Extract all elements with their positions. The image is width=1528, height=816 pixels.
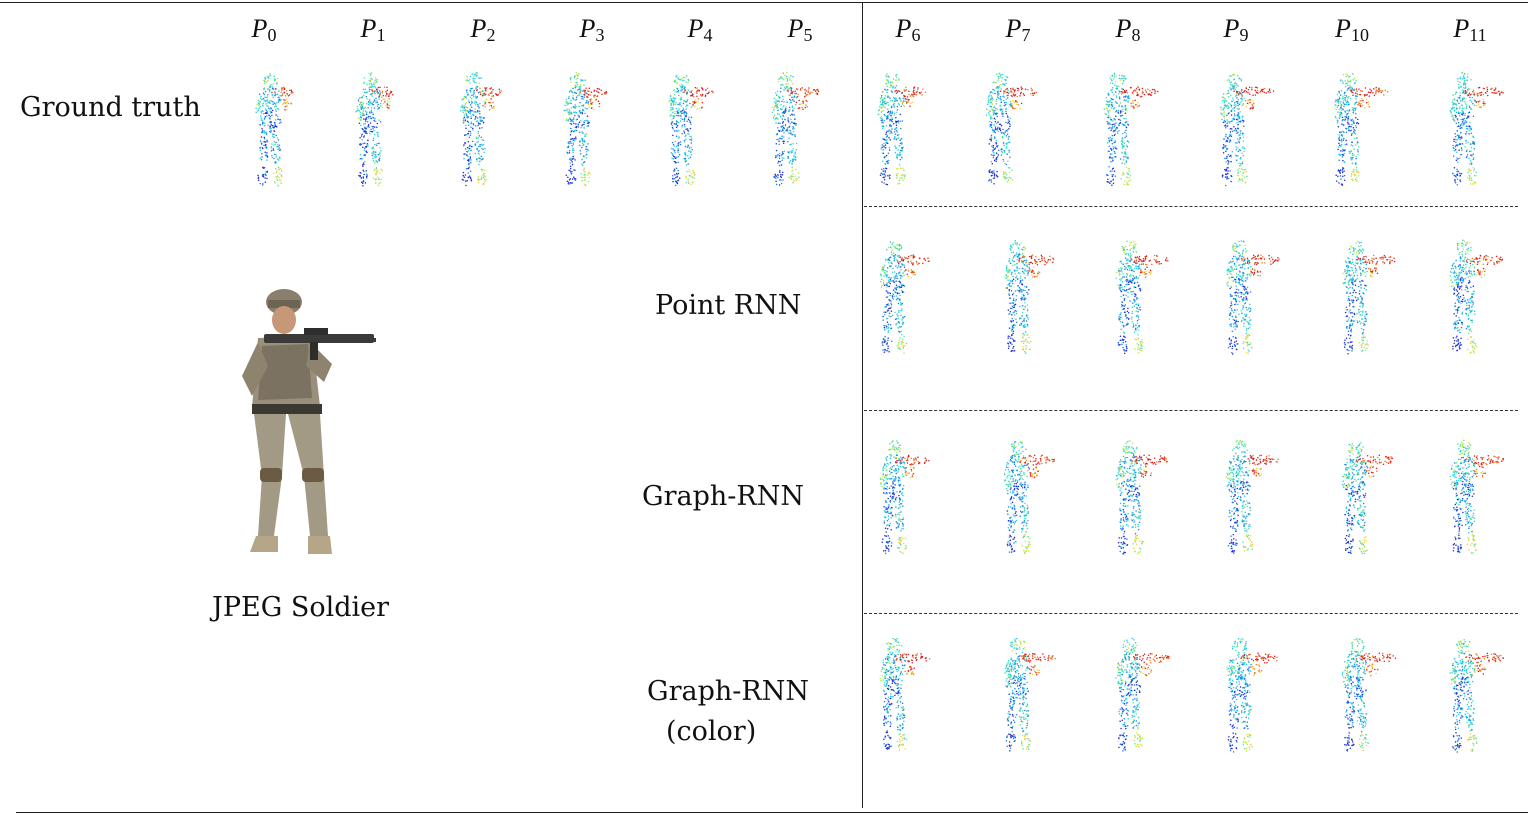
point-cloud-graph-rnn-color-p9: [1218, 636, 1282, 760]
point-cloud-graph-rnn-color-p10: [1334, 636, 1398, 760]
point-cloud-ground-truth-p5: [764, 70, 828, 194]
point-cloud-point-rnn-p10: [1334, 238, 1398, 362]
point-cloud-graph-rnn-p7: [996, 438, 1060, 562]
table-bottom-rule: [16, 812, 1528, 813]
point-cloud-ground-truth-p0: [248, 70, 312, 194]
point-cloud-graph-rnn-p6: [872, 438, 936, 562]
frame-label-p10: P10: [1335, 14, 1369, 45]
point-cloud-ground-truth-p8: [1096, 70, 1160, 194]
row-divider-1: [864, 206, 1518, 207]
point-cloud-graph-rnn-color-p7: [996, 636, 1060, 760]
row-label-graph-rnn-color-line2: (color): [666, 716, 757, 747]
point-cloud-graph-rnn-p10: [1334, 438, 1398, 562]
row-label-graph-rnn-color-line1: Graph-RNN: [647, 676, 809, 707]
frame-label-p8: P8: [1115, 14, 1141, 45]
frame-label-p2: P2: [470, 14, 496, 45]
frame-label-p9: P9: [1223, 14, 1249, 45]
row-divider-2: [864, 410, 1518, 411]
sample-caption: JPEG Soldier: [212, 592, 390, 623]
point-cloud-point-rnn-p11: [1442, 238, 1506, 362]
frame-label-p6: P6: [895, 14, 921, 45]
input-prediction-divider: [862, 2, 863, 808]
row-label-graph-rnn-color: Graph-RNN (color): [646, 672, 810, 752]
frame-label-p11: P11: [1453, 14, 1487, 45]
point-cloud-ground-truth-p6: [870, 70, 934, 194]
point-cloud-point-rnn-p9: [1218, 238, 1282, 362]
frame-label-p7: P7: [1005, 14, 1031, 45]
table-top-rule: [0, 2, 1528, 3]
frame-label-p5: P5: [787, 14, 813, 45]
point-cloud-ground-truth-p4: [660, 70, 724, 194]
row-label-point-rnn: Point RNN: [655, 290, 802, 321]
point-cloud-graph-rnn-p8: [1108, 438, 1172, 562]
row-label-ground-truth: Ground truth: [20, 92, 201, 123]
point-cloud-point-rnn-p8: [1108, 238, 1172, 362]
point-cloud-ground-truth-p3: [556, 70, 620, 194]
point-cloud-graph-rnn-color-p8: [1108, 636, 1172, 760]
point-cloud-ground-truth-p11: [1442, 70, 1506, 194]
frame-label-p1: P1: [360, 14, 386, 45]
frame-label-p0: P0: [251, 14, 277, 45]
point-cloud-graph-rnn-color-p11: [1442, 636, 1506, 760]
point-cloud-ground-truth-p7: [978, 70, 1042, 194]
point-cloud-ground-truth-p2: [452, 70, 516, 194]
point-cloud-ground-truth-p9: [1212, 70, 1276, 194]
frame-label-p4: P4: [687, 14, 713, 45]
point-cloud-point-rnn-p6: [872, 238, 936, 362]
point-cloud-graph-rnn-p11: [1442, 438, 1506, 562]
frame-label-p3: P3: [579, 14, 605, 45]
point-cloud-ground-truth-p1: [348, 70, 412, 194]
point-cloud-ground-truth-p10: [1326, 70, 1390, 194]
point-cloud-graph-rnn-p9: [1218, 438, 1282, 562]
point-cloud-point-rnn-p7: [996, 238, 1060, 362]
row-label-graph-rnn: Graph-RNN: [642, 481, 804, 512]
point-cloud-graph-rnn-color-p6: [872, 636, 936, 760]
row-divider-3: [864, 613, 1518, 614]
soldier-render-image: [242, 289, 376, 554]
